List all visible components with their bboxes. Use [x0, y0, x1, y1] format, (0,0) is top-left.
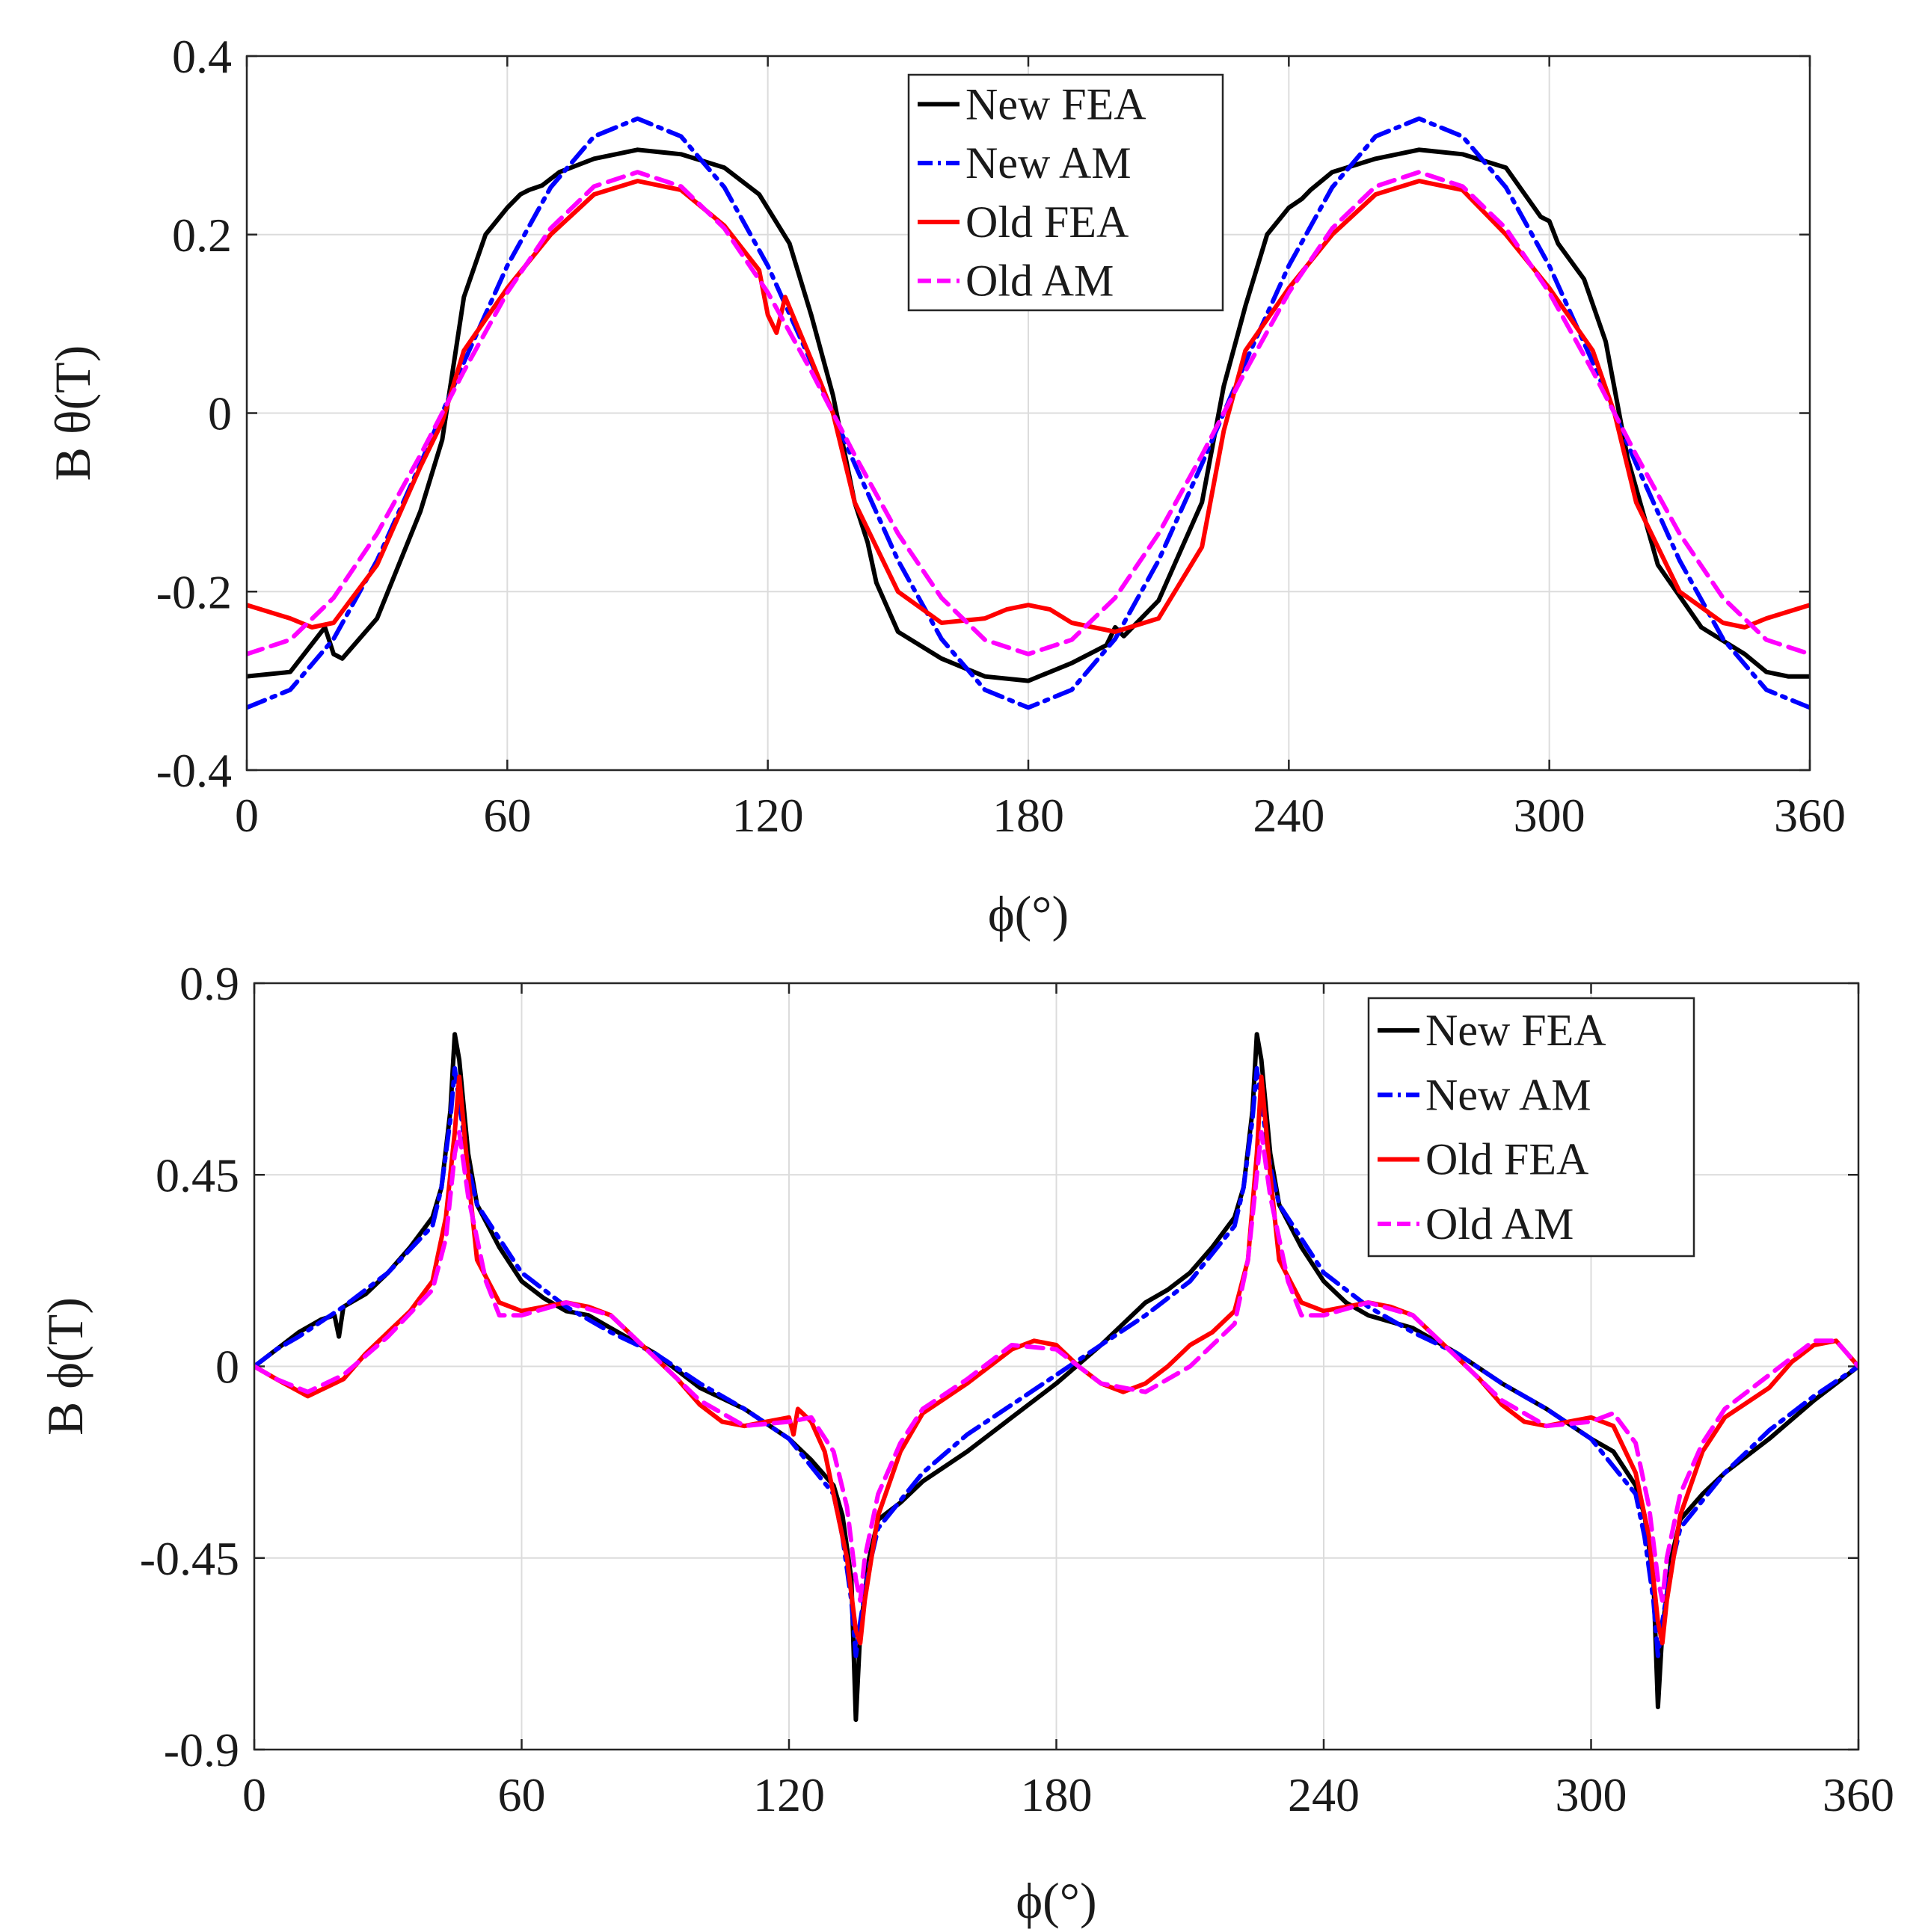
b-phi-legend-box	[1367, 997, 1695, 1258]
b-theta-y-tick-label: 0.2	[172, 209, 232, 262]
b-theta-legend: New FEA New AM Old FEA Old AM	[907, 73, 1224, 312]
b-theta-series-new-am	[247, 116, 1810, 710]
b-theta-y-tick-label: 0	[208, 387, 232, 440]
b-phi-legend-label: New FEA	[1425, 1006, 1606, 1055]
chart-b-phi: 0 60 120 180 240 300 360 -0.9 -0.45 0 0.45 0.9 ϕ(°) B…	[37, 957, 1894, 1929]
b-theta-y-tick-label: 0.4	[172, 30, 232, 83]
b-phi-y-tick-label: 0.45	[156, 1148, 239, 1202]
b-theta-series-old-am	[247, 170, 1810, 656]
b-phi-series-old-fea	[254, 1074, 1858, 1646]
b-phi-x-tick-label: 360	[1823, 1768, 1894, 1821]
b-phi-series-old-am	[254, 1130, 1858, 1603]
b-theta-x-tick-label: 300	[1514, 789, 1585, 842]
b-phi-legend-label: New AM	[1425, 1070, 1591, 1119]
b-phi-y-tick-label: -0.9	[164, 1723, 239, 1776]
b-theta-x-tick-label: 180	[992, 789, 1064, 842]
b-theta-legend-label: Old FEA	[965, 197, 1129, 247]
b-theta-legend-label: New AM	[965, 138, 1132, 188]
b-phi-x-axis-label: ϕ(°)	[1016, 1872, 1096, 1929]
b-theta-x-tick-label: 120	[732, 789, 804, 842]
b-theta-series-group	[247, 116, 1810, 710]
b-theta-y-tick-label: -0.2	[156, 565, 232, 618]
b-theta-legend-label: Old AM	[965, 256, 1114, 306]
b-theta-legend-label: New FEA	[965, 79, 1146, 129]
b-theta-x-tick-label: 60	[483, 789, 531, 842]
b-phi-axes-frame	[253, 982, 1860, 1751]
b-phi-y-tick-label: 0.9	[179, 957, 239, 1010]
b-theta-x-tick-label: 0	[235, 789, 259, 842]
b-theta-series-old-fea	[247, 179, 1810, 634]
b-theta-y-tick-label: -0.4	[156, 744, 232, 797]
b-theta-series-new-fea	[247, 147, 1810, 683]
b-theta-x-axis-label: ϕ(°)	[988, 885, 1069, 942]
b-phi-series-group	[254, 1032, 1858, 1723]
b-phi-x-tick-label: 240	[1288, 1768, 1360, 1821]
b-phi-y-tick-label: 0	[215, 1341, 239, 1394]
b-theta-x-tick-label: 240	[1253, 789, 1324, 842]
b-phi-legend-label: Old AM	[1425, 1199, 1574, 1249]
b-phi-legend: New FEA New AM Old FEA Old AM	[1367, 997, 1695, 1258]
b-phi-x-tick-label: 0	[242, 1768, 266, 1821]
b-phi-x-tick-label: 120	[753, 1768, 825, 1821]
b-phi-y-tick-label: -0.45	[140, 1532, 239, 1585]
b-phi-x-tick-label: 180	[1021, 1768, 1093, 1821]
b-theta-legend-box	[907, 73, 1224, 312]
chart-b-theta: 0 60 120 180 240 300 360 -0.4 -0.2 0 0.2 0.4 ϕ(°) B θ…	[44, 30, 1846, 942]
b-phi-series-new-am	[254, 1065, 1858, 1658]
b-phi-x-tick-label: 60	[498, 1768, 546, 1821]
b-theta-x-tick-label: 360	[1774, 789, 1846, 842]
b-phi-legend-label: Old FEA	[1425, 1135, 1588, 1184]
b-theta-axes-frame	[245, 55, 1811, 772]
b-phi-y-axis-label: B ϕ(T)	[37, 1297, 93, 1436]
b-phi-x-tick-label: 300	[1556, 1768, 1627, 1821]
b-theta-y-axis-label: B θ(T)	[44, 345, 101, 482]
